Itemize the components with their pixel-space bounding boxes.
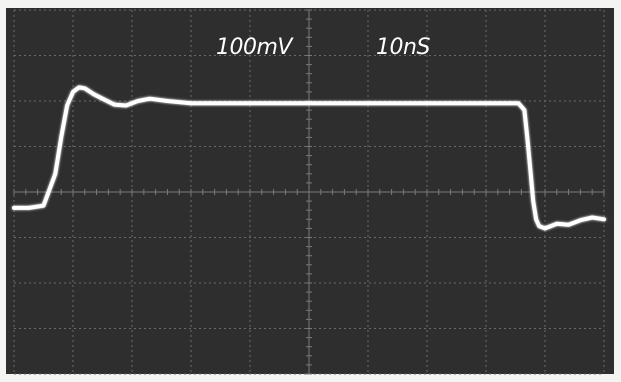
trace-line bbox=[12, 85, 606, 231]
volts-per-div-label: 100mV bbox=[216, 35, 294, 60]
graticule bbox=[13, 9, 605, 375]
time-per-div-label: 10nS bbox=[376, 35, 430, 60]
crt-background bbox=[6, 8, 614, 374]
trace-layer bbox=[12, 85, 606, 231]
